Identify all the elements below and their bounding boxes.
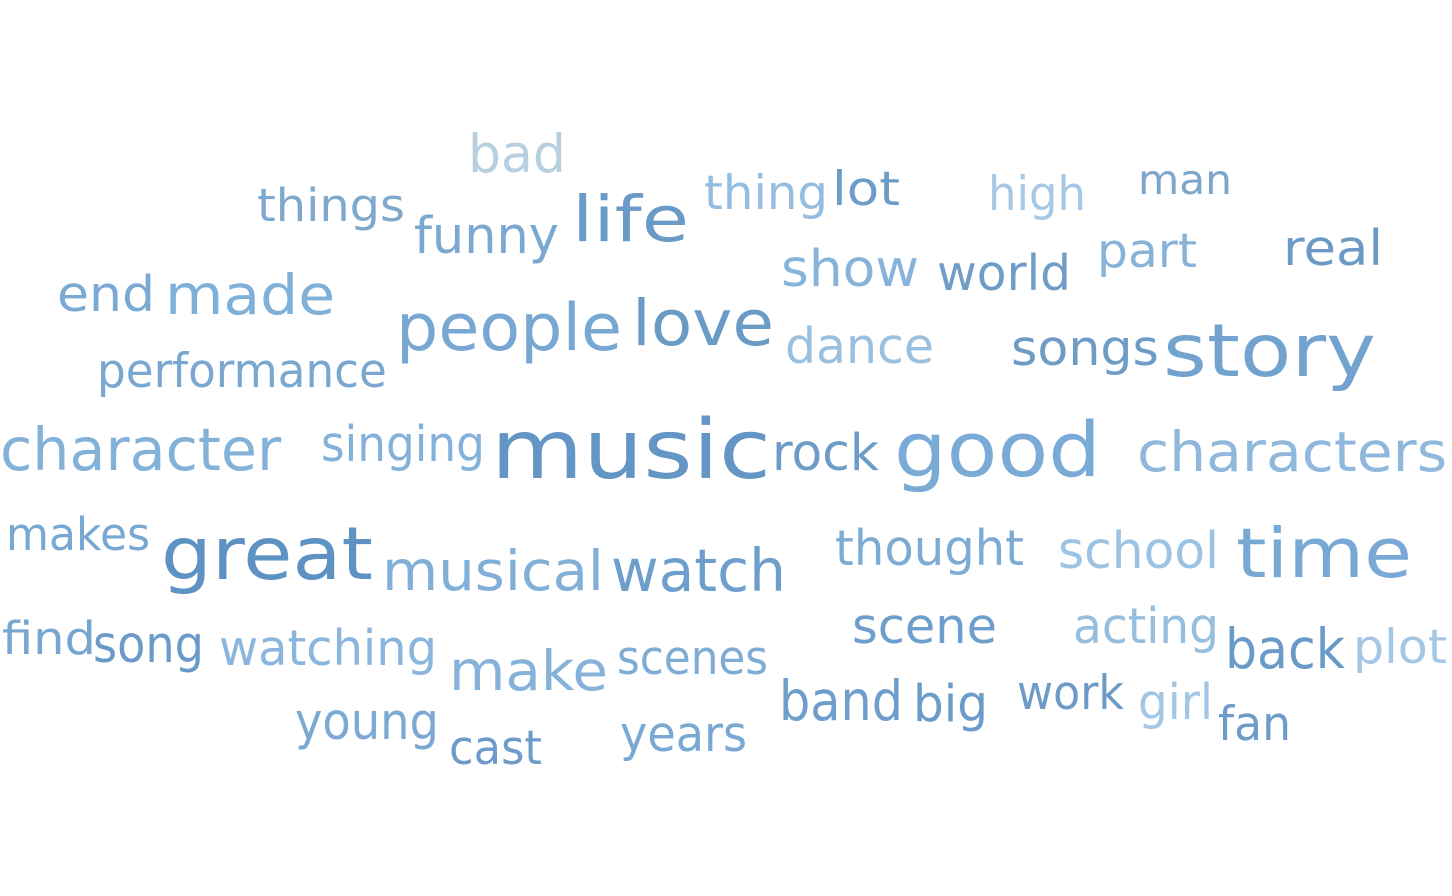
word-singing: singing [321,416,485,473]
word-big: big [913,675,988,734]
word-dance: dance [785,318,934,375]
word-young: young [295,693,439,752]
word-back: back [1225,617,1345,681]
word-makes: makes [6,508,151,561]
word-performance: performance [97,344,387,399]
word-watch: watch [611,536,787,605]
word-work: work [1017,666,1125,721]
word-life: life [572,183,689,256]
word-girl: girl [1138,674,1214,731]
word-scenes: scenes [617,631,769,686]
word-end: end [57,266,156,323]
word-part: part [1097,224,1197,279]
word-love: love [632,287,775,360]
word-made: made [165,263,336,327]
word-bad: bad [468,124,566,185]
word-people: people [396,291,623,366]
word-high: high [988,167,1086,222]
word-world: world [937,245,1071,302]
word-school: school [1058,522,1220,581]
word-fan: fan [1218,697,1292,752]
word-man: man [1138,156,1232,204]
word-characters: characters [1137,420,1448,484]
word-years: years [620,706,748,763]
word-funny: funny [414,207,559,266]
word-real: real [1283,220,1384,277]
word-great: great [161,512,373,597]
word-time: time [1236,514,1413,594]
word-acting: acting [1073,598,1220,655]
word-cast: cast [449,721,542,776]
word-make: make [449,639,609,703]
word-watching: watching [219,620,437,677]
word-scene: scene [852,598,997,655]
word-song: song [93,616,204,675]
word-music: music [491,403,772,498]
word-good: good [894,405,1101,494]
word-character: character [0,415,282,484]
word-rock: rock [772,424,879,483]
word-show: show [781,240,920,299]
word-band: band [779,669,903,733]
word-musical: musical [382,539,604,603]
word-things: things [257,179,405,232]
word-story: story [1163,309,1376,394]
word-thought: thought [835,520,1025,577]
word-find: find [2,612,96,665]
word-lot: lot [832,162,901,217]
word-songs: songs [1011,320,1159,377]
word-plot: plot [1353,620,1448,675]
word-thing: thing [704,166,829,221]
